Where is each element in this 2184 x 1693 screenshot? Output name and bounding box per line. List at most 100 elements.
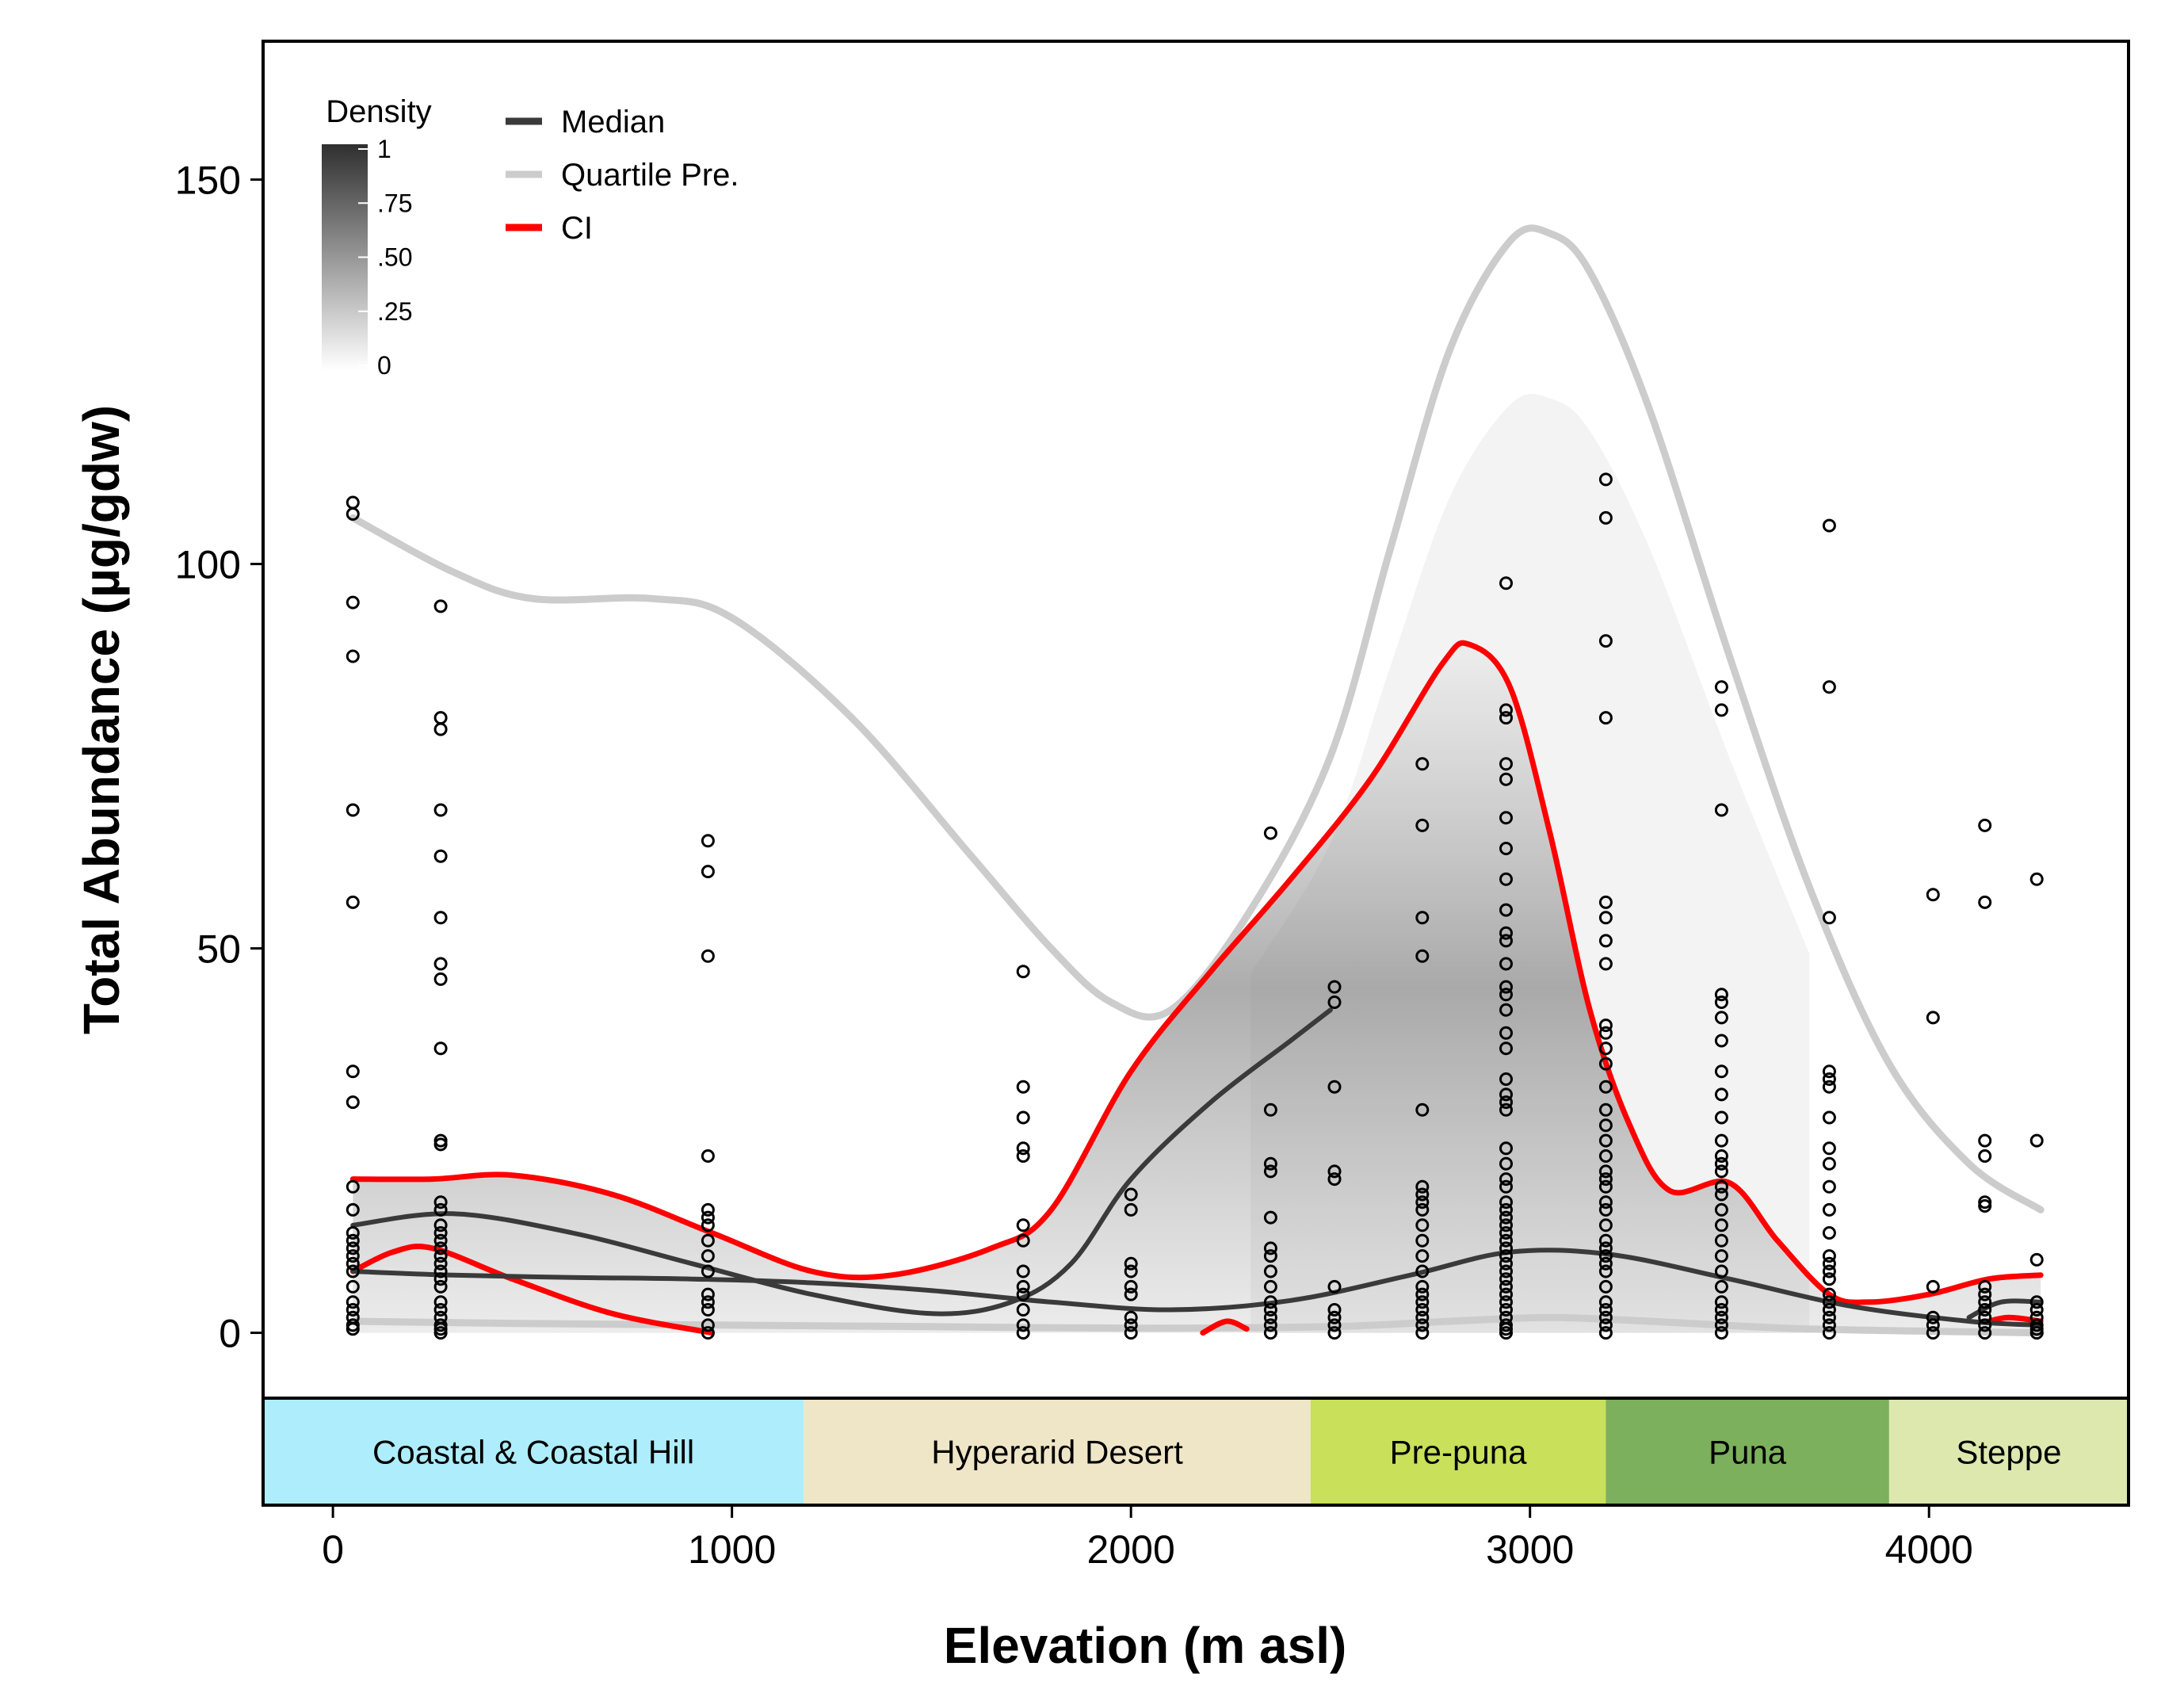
data-point <box>1415 1187 1430 1202</box>
data-point <box>346 1226 360 1240</box>
data-point <box>1415 1279 1430 1294</box>
data-point <box>433 1326 448 1340</box>
data-point <box>1499 1026 1513 1040</box>
data-point <box>1499 1195 1513 1210</box>
data-point <box>1714 1264 1728 1278</box>
data-point <box>1714 1187 1728 1202</box>
data-point <box>1124 1326 1138 1340</box>
data-point <box>1263 1295 1277 1309</box>
data-point <box>1822 1156 1836 1171</box>
data-point <box>2029 1303 2044 1317</box>
data-point <box>1016 1279 1030 1294</box>
data-point <box>1499 842 1513 855</box>
data-point <box>1822 911 1836 925</box>
data-point <box>1978 1303 1992 1317</box>
data-point <box>1978 1199 1992 1213</box>
data-point <box>701 1210 715 1225</box>
legend-label: Quartile Pre. <box>561 158 739 193</box>
data-point <box>1499 903 1513 917</box>
data-point <box>1327 996 1342 1009</box>
data-point <box>1124 1202 1138 1217</box>
data-point <box>1499 1322 1513 1336</box>
data-point <box>1499 1233 1513 1248</box>
colorbar-tick-label: 0 <box>377 351 391 380</box>
data-point <box>1263 826 1277 840</box>
data-point <box>1926 1011 1940 1025</box>
data-point <box>1016 1318 1030 1332</box>
data-point <box>1124 1279 1138 1294</box>
data-point <box>1415 1233 1430 1248</box>
data-point <box>1714 803 1728 817</box>
data-point <box>433 1202 448 1217</box>
data-point <box>1327 1310 1342 1324</box>
x-tick-label: 0 <box>322 1527 344 1572</box>
data-point <box>433 911 448 925</box>
legend-items: Median Quartile Pre. CI <box>506 105 739 246</box>
data-point <box>346 1179 360 1194</box>
data-point <box>1415 949 1430 963</box>
data-point <box>1822 1226 1836 1240</box>
data-point <box>1598 1326 1613 1340</box>
data-point <box>1263 1164 1277 1179</box>
data-point <box>1124 1310 1138 1324</box>
data-point <box>1822 1272 1836 1286</box>
data-point <box>1598 1133 1613 1148</box>
data-point <box>346 803 360 817</box>
data-point <box>346 1241 360 1255</box>
data-point <box>1714 1034 1728 1048</box>
series-line-median-0 <box>350 1248 2044 1328</box>
data-point <box>1598 1172 1613 1187</box>
data-point <box>1598 895 1613 909</box>
data-point <box>1598 1249 1613 1263</box>
data-point <box>433 849 448 863</box>
data-point <box>1978 1133 1992 1148</box>
data-point <box>433 1272 448 1286</box>
data-point <box>1598 1256 1613 1271</box>
data-point <box>1415 1218 1430 1232</box>
data-point <box>1598 711 1613 725</box>
data-point <box>1124 1264 1138 1278</box>
data-point <box>346 1202 360 1217</box>
data-point <box>1822 1202 1836 1217</box>
data-point <box>1499 934 1513 948</box>
data-point <box>1499 872 1513 886</box>
data-point <box>433 1233 448 1248</box>
data-point <box>1499 703 1513 717</box>
data-point <box>1415 818 1430 832</box>
data-point <box>1415 1195 1430 1210</box>
data-point <box>1598 1179 1613 1194</box>
data-point <box>1499 1218 1513 1232</box>
data-point <box>1598 472 1613 487</box>
data-point <box>346 1256 360 1271</box>
data-point <box>1822 1264 1836 1278</box>
colorbar-tick-label: .25 <box>377 297 412 326</box>
data-point <box>1499 1179 1513 1194</box>
series-line-quartile-pre--0 <box>349 224 2045 1213</box>
data-point <box>1714 1164 1728 1179</box>
data-point <box>433 1137 448 1152</box>
data-point <box>701 1249 715 1263</box>
y-axis-title: Total Abundance (µg/gdw) <box>73 405 130 1034</box>
zone-label: Steppe <box>1956 1434 2061 1471</box>
data-point <box>1598 1041 1613 1056</box>
y-tick-label: 100 <box>175 543 241 587</box>
data-point <box>701 1149 715 1163</box>
data-point <box>701 1303 715 1317</box>
data-point <box>1598 1118 1613 1133</box>
data-point <box>1124 1318 1138 1332</box>
density-band <box>353 393 2041 1333</box>
data-point <box>1978 1318 1992 1332</box>
data-point <box>1822 1072 1836 1086</box>
data-point <box>1714 1279 1728 1294</box>
data-point <box>1926 1326 1940 1340</box>
data-point <box>1598 510 1613 525</box>
data-point <box>2029 1252 2044 1267</box>
data-point <box>2029 1133 2044 1148</box>
data-point <box>1415 1326 1430 1340</box>
data-point <box>1822 518 1836 533</box>
data-point <box>346 507 360 521</box>
data-point <box>1978 1326 1992 1340</box>
zone-label: Puna <box>1709 1434 1787 1471</box>
data-point <box>1499 1226 1513 1240</box>
data-point <box>433 1041 448 1056</box>
